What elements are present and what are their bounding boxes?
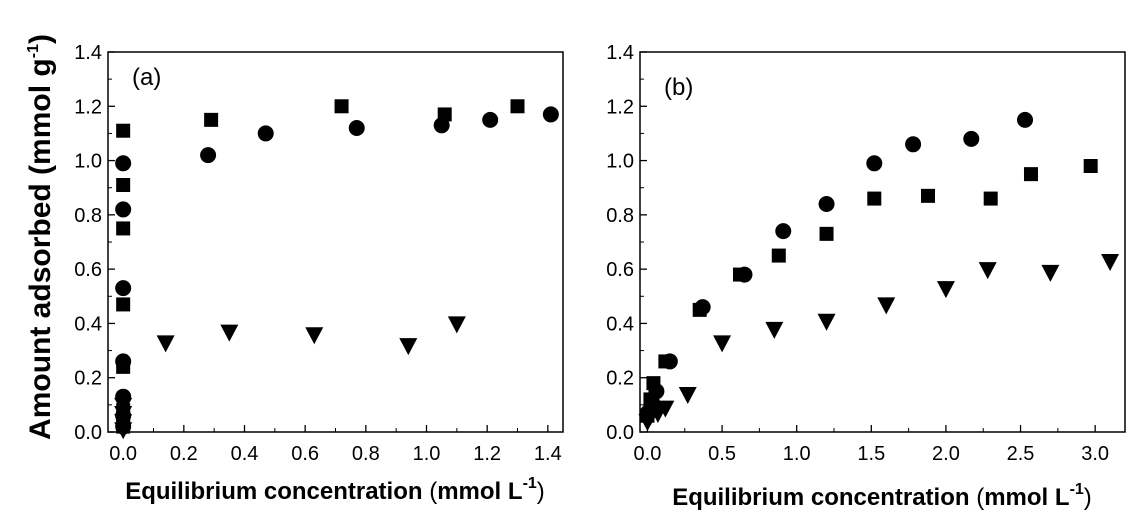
panel-a-y-ticks: 0.0 0.2 0.4 0.6 0.8 1.0 1.2 1.4 [74, 42, 115, 444]
panel-b-y-tick-label: 0.0 [606, 422, 634, 444]
panel-a-x-tick-label: 0.6 [291, 443, 319, 465]
square-marker [771, 248, 786, 263]
circle-marker [115, 280, 132, 297]
triangle-down-marker [1041, 264, 1060, 282]
panel-b-y-ticks: 0.0 0.2 0.4 0.6 0.8 1.0 1.2 1.4 [606, 42, 647, 444]
square-marker [1083, 159, 1098, 173]
panel-b-y-tick-label: 1.0 [606, 151, 634, 173]
square-marker [204, 112, 219, 127]
panel-a-y-tick-label: 0.0 [74, 422, 102, 444]
panel-b-y-tick-label: 1.2 [606, 96, 634, 118]
triangle-down-marker [305, 327, 324, 345]
panel-a-x-tick-label: 1.2 [473, 443, 501, 465]
panel-b-x-tick-label: 1.5 [857, 443, 885, 465]
square-marker [116, 123, 131, 138]
panel-a-x-tick-label: 0.8 [352, 443, 380, 465]
triangle-down-marker [220, 324, 239, 342]
circle-marker [736, 266, 753, 283]
chart-panel-a: 0.0 0.2 0.4 0.6 0.8 1.0 1.2 1.4 0.0 0.2 0.4 0.6 0.8… [74, 42, 564, 505]
panel-a-y-tick-label: 1.2 [74, 96, 102, 118]
circle-marker [200, 147, 217, 164]
triangle-down-marker [399, 338, 418, 356]
panel-a-y-tick-label: 0.6 [74, 259, 102, 281]
circle-marker [482, 111, 499, 128]
circle-marker [115, 155, 132, 172]
square-marker [867, 191, 882, 206]
chart-panel-b: 0.0 0.5 1.0 1.5 2.0 2.5 3.0 0.0 0.2 0.4 0.6 0.8 1.0… [606, 42, 1126, 511]
circle-marker [661, 353, 678, 370]
circle-marker [648, 383, 665, 400]
circle-marker [775, 223, 792, 240]
panel-b-x-tick-label: 3.0 [1081, 443, 1109, 465]
panel-b-x-tick-label: 1.0 [783, 443, 811, 465]
panel-a-y-tick-label: 1.4 [74, 42, 102, 64]
panel-b-y-tick-label: 0.8 [606, 205, 634, 227]
panel-a-x-tick-label: 1.4 [534, 443, 562, 465]
triangle-down-marker [678, 387, 697, 404]
panel-a-label: (a) [132, 64, 161, 91]
circle-marker [905, 136, 922, 153]
triangle-down-marker [877, 297, 896, 315]
circle-marker [115, 201, 132, 218]
triangle-down-marker [447, 316, 466, 334]
square-marker [1023, 167, 1038, 182]
panel-b-marks [638, 111, 1120, 432]
circle-marker [257, 125, 274, 142]
triangle-down-marker [765, 321, 784, 339]
circle-marker [694, 299, 711, 316]
square-marker [334, 99, 349, 114]
circle-marker [433, 117, 450, 134]
panel-b-y-tick-label: 0.4 [606, 313, 634, 335]
triangle-down-marker [978, 262, 997, 280]
triangle-down-marker [156, 335, 175, 353]
panel-b-label: (b) [664, 74, 693, 101]
panel-a-y-tick-label: 0.8 [74, 205, 102, 227]
square-marker [510, 99, 525, 114]
panel-b-x-tick-label: 0.5 [708, 443, 736, 465]
triangle-down-marker [713, 335, 732, 353]
panel-b-y-tick-label: 0.2 [606, 368, 634, 390]
panel-b-x-ticks: 0.0 0.5 1.0 1.5 2.0 2.5 3.0 [634, 425, 1109, 465]
panel-a-marks [114, 99, 559, 440]
circle-marker [1017, 111, 1034, 128]
panel-b-x-tick-label: 0.0 [634, 443, 662, 465]
square-marker [116, 297, 131, 312]
triangle-down-marker [817, 313, 836, 331]
square-marker [983, 191, 998, 206]
circle-marker [542, 106, 559, 123]
triangle-down-marker [936, 281, 955, 299]
panel-a-y-tick-label: 0.2 [74, 368, 102, 390]
circle-marker [866, 155, 883, 172]
panel-a-x-axis-title: Equilibrium concentration (mmol L-1) [125, 475, 545, 505]
circle-marker [963, 130, 980, 147]
square-marker [921, 188, 936, 203]
circle-marker [348, 120, 365, 136]
circle-marker [818, 196, 835, 212]
panel-a-y-tick-label: 1.0 [74, 151, 102, 173]
circle-marker [115, 353, 132, 370]
square-marker [116, 178, 131, 192]
square-marker [819, 226, 834, 241]
triangle-down-marker [114, 397, 133, 415]
panel-b-x-axis-title: Equilibrium concentration (mmol L-1) [672, 481, 1092, 511]
panel-a-x-ticks: 0.0 0.2 0.4 0.6 0.8 1.0 1.2 1.4 [109, 425, 562, 465]
y-axis-title: Amount adsorbed (mmol g-1) [24, 34, 57, 440]
panel-b-y-tick-label: 1.4 [606, 42, 634, 64]
panel-a-y-tick-label: 0.4 [74, 313, 102, 335]
panel-a-x-tick-label: 0.2 [170, 443, 198, 465]
panel-b-y-tick-label: 0.6 [606, 259, 634, 281]
panel-b-x-tick-label: 2.5 [1007, 443, 1035, 465]
panel-a-x-tick-label: 0.0 [109, 443, 137, 465]
panel-b-x-tick-label: 2.0 [932, 443, 960, 465]
square-marker [116, 221, 131, 236]
triangle-down-marker [656, 400, 675, 418]
panel-a-x-tick-label: 0.4 [231, 443, 259, 465]
panel-a-x-tick-label: 1.0 [413, 443, 441, 465]
triangle-down-marker [1101, 254, 1120, 271]
